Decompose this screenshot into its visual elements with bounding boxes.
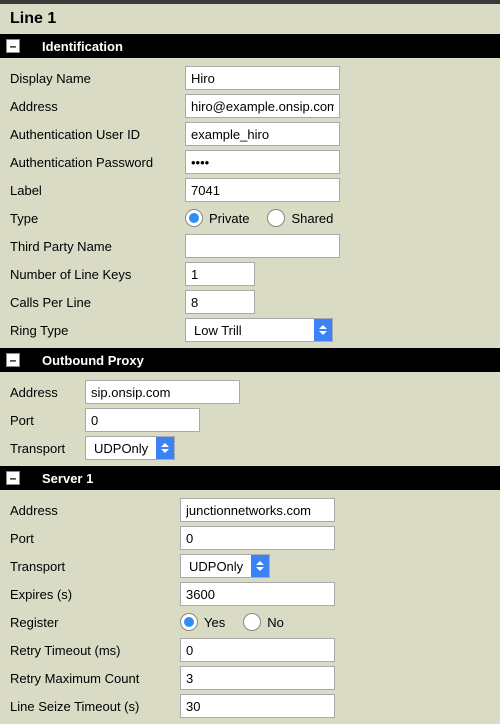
s1-retry-max-input[interactable] <box>180 666 335 690</box>
register-yes-label: Yes <box>204 615 225 630</box>
chevron-updown-icon <box>314 319 332 341</box>
collapse-icon[interactable]: – <box>6 39 20 53</box>
s1-retry-to-label: Retry Timeout (ms) <box>10 643 180 658</box>
chevron-updown-icon <box>251 555 269 577</box>
op-transport-select[interactable]: UDPOnly <box>85 436 175 460</box>
section-server1: Address Port Transport UDPOnly Expires (… <box>0 490 500 724</box>
num-line-keys-input[interactable] <box>185 262 255 286</box>
address-label: Address <box>10 99 185 114</box>
label-input[interactable] <box>185 178 340 202</box>
type-private-label: Private <box>209 211 249 226</box>
display-name-input[interactable] <box>185 66 340 90</box>
num-line-keys-label: Number of Line Keys <box>10 267 185 282</box>
type-shared-radio[interactable] <box>267 209 285 227</box>
section-title: Outbound Proxy <box>42 353 144 368</box>
section-header-server1: – Server 1 <box>0 466 500 490</box>
type-private-radio[interactable] <box>185 209 203 227</box>
register-no-radio[interactable] <box>243 613 261 631</box>
op-port-input[interactable] <box>85 408 200 432</box>
label-label: Label <box>10 183 185 198</box>
auth-pass-label: Authentication Password <box>10 155 185 170</box>
s1-seize-to-label: Line Seize Timeout (s) <box>10 699 180 714</box>
section-outbound-proxy: Address Port Transport UDPOnly <box>0 372 500 466</box>
calls-per-line-input[interactable] <box>185 290 255 314</box>
third-party-label: Third Party Name <box>10 239 185 254</box>
s1-address-input[interactable] <box>180 498 335 522</box>
address-input[interactable] <box>185 94 340 118</box>
s1-expires-input[interactable] <box>180 582 335 606</box>
op-transport-value: UDPOnly <box>86 437 156 459</box>
chevron-updown-icon <box>156 437 174 459</box>
page-title: Line 1 <box>0 4 500 34</box>
register-no-label: No <box>267 615 284 630</box>
auth-user-input[interactable] <box>185 122 340 146</box>
s1-address-label: Address <box>10 503 180 518</box>
section-header-outbound-proxy: – Outbound Proxy <box>0 348 500 372</box>
s1-seize-to-input[interactable] <box>180 694 335 718</box>
s1-transport-select[interactable]: UDPOnly <box>180 554 270 578</box>
section-identification: Display Name Address Authentication User… <box>0 58 500 348</box>
third-party-input[interactable] <box>185 234 340 258</box>
type-shared-label: Shared <box>291 211 333 226</box>
auth-pass-input[interactable] <box>185 150 340 174</box>
ring-type-label: Ring Type <box>10 323 185 338</box>
s1-register-label: Register <box>10 615 180 630</box>
s1-transport-label: Transport <box>10 559 180 574</box>
op-port-label: Port <box>10 413 85 428</box>
s1-expires-label: Expires (s) <box>10 587 180 602</box>
s1-port-label: Port <box>10 531 180 546</box>
type-label: Type <box>10 211 185 226</box>
s1-retry-to-input[interactable] <box>180 638 335 662</box>
ring-type-select[interactable]: Low Trill <box>185 318 333 342</box>
register-yes-radio[interactable] <box>180 613 198 631</box>
calls-per-line-label: Calls Per Line <box>10 295 185 310</box>
s1-transport-value: UDPOnly <box>181 555 251 577</box>
ring-type-value: Low Trill <box>186 319 314 341</box>
op-transport-label: Transport <box>10 441 85 456</box>
op-address-label: Address <box>10 385 85 400</box>
s1-retry-max-label: Retry Maximum Count <box>10 671 180 686</box>
op-address-input[interactable] <box>85 380 240 404</box>
collapse-icon[interactable]: – <box>6 353 20 367</box>
section-title: Identification <box>42 39 123 54</box>
collapse-icon[interactable]: – <box>6 471 20 485</box>
display-name-label: Display Name <box>10 71 185 86</box>
section-header-identification: – Identification <box>0 34 500 58</box>
auth-user-label: Authentication User ID <box>10 127 185 142</box>
section-title: Server 1 <box>42 471 93 486</box>
s1-port-input[interactable] <box>180 526 335 550</box>
